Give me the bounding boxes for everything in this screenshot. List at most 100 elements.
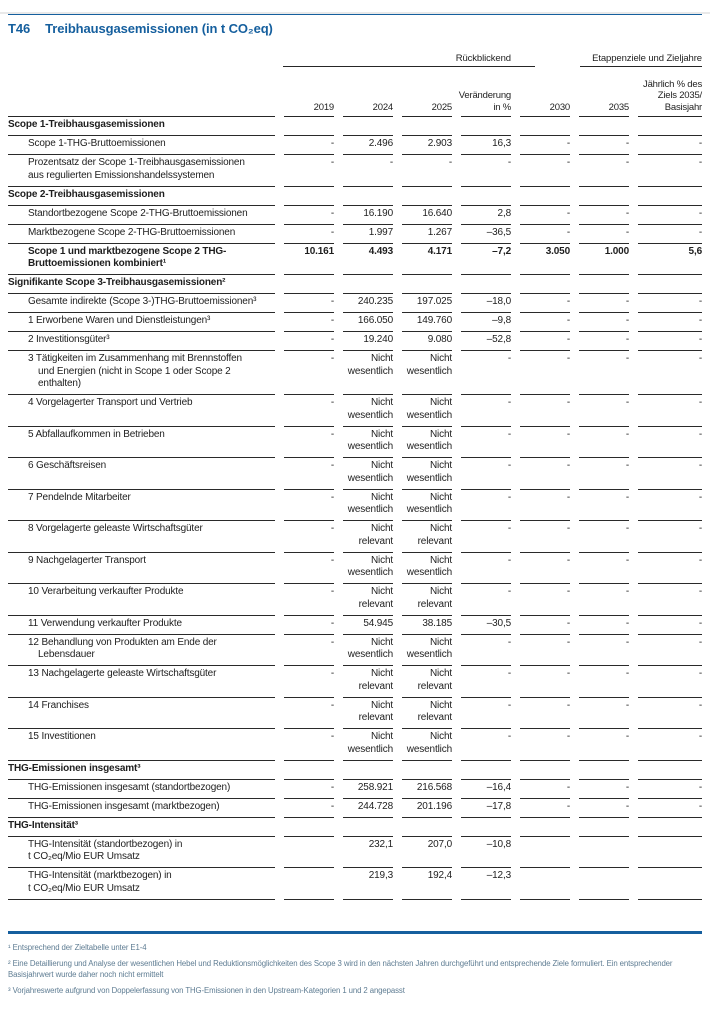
cell-change-percent: -	[461, 155, 511, 187]
row-label: 5 Abfallaufkommen in Betrieben	[8, 427, 275, 458]
cell-2025: Nicht relevant	[402, 666, 452, 698]
cell-2024	[343, 761, 393, 780]
cell-2030	[520, 868, 570, 900]
table-title: T46 Treibhausgasemissionen (in t CO₂eq)	[8, 21, 702, 36]
cell-2019: -	[284, 395, 334, 427]
cell-change-percent: –10,8	[461, 837, 511, 868]
cell-2019: -	[284, 294, 334, 313]
cell-annual-target: -	[638, 521, 702, 553]
cell-2025: 192,4	[402, 868, 452, 900]
cell-2025: Nicht relevant	[402, 521, 452, 553]
cell-change-percent: -	[461, 635, 511, 666]
cell-2019	[284, 275, 334, 294]
cell-change-percent: 2,8	[461, 206, 511, 225]
cell-change-percent: -	[461, 490, 511, 521]
cell-2019: -	[284, 136, 334, 155]
cell-2035	[579, 275, 629, 294]
cell-annual-target: -	[638, 729, 702, 761]
cell-2024: 2.496	[343, 136, 393, 155]
cell-2035: -	[579, 206, 629, 225]
column-group-row: Rückblickend Etappenziele und Zieljahre	[8, 36, 702, 67]
cell-2019	[284, 837, 334, 868]
cell-2030: -	[520, 616, 570, 635]
cell-2024: 4.493	[343, 244, 393, 275]
cell-2035: -	[579, 799, 629, 818]
cell-2030: -	[520, 729, 570, 761]
table-row: 9 Nachgelagerter Transport - Nicht wesen…	[8, 553, 702, 584]
footnote-2: ² Eine Detaillierung und Analyse der wes…	[8, 959, 673, 979]
cell-annual-target: -	[638, 332, 702, 351]
cell-2025: Nicht wesentlich	[402, 351, 452, 395]
table-row: 2 Investitionsgüter³ - 19.240 9.080 –52,…	[8, 332, 702, 351]
cell-2025: Nicht wesentlich	[402, 553, 452, 584]
cell-2024: 19.240	[343, 332, 393, 351]
table-row: THG-Emissionen insgesamt (standortbezoge…	[8, 780, 702, 799]
row-label: Marktbezogene Scope 2-THG-Bruttoemission…	[8, 225, 275, 244]
cell-2024: Nicht wesentlich	[343, 395, 393, 427]
table-number: T46	[8, 21, 31, 36]
group-label-retrospective: Rückblickend	[455, 53, 511, 64]
cell-2030: 3.050	[520, 244, 570, 275]
cell-2030	[520, 117, 570, 136]
cell-2024: Nicht wesentlich	[343, 729, 393, 761]
row-label: 6 Geschäftsreisen	[8, 458, 275, 490]
table-row: THG-Intensität (marktbezogen) in t CO₂eq…	[8, 868, 702, 900]
table-row: 3 Tätigkeiten im Zusammenhang mit Brenns…	[8, 351, 702, 395]
cell-2024: Nicht relevant	[343, 698, 393, 729]
row-label: 12 Behandlung von Produkten am Ende der …	[8, 635, 275, 666]
cell-2024	[343, 275, 393, 294]
cell-annual-target: -	[638, 206, 702, 225]
cell-2035: -	[579, 616, 629, 635]
cell-2030: -	[520, 584, 570, 616]
cell-2024: 54.945	[343, 616, 393, 635]
cell-2019: -	[284, 616, 334, 635]
cell-2035: -	[579, 427, 629, 458]
cell-2025	[402, 275, 452, 294]
cell-2025: 9.080	[402, 332, 452, 351]
cell-change-percent: -	[461, 458, 511, 490]
table-row: Gesamte indirekte (Scope 3-)THG-Bruttoem…	[8, 294, 702, 313]
row-label: 13 Nachgelagerte geleaste Wirtschaftsgüt…	[8, 666, 275, 698]
cell-2030	[520, 837, 570, 868]
cell-2019: -	[284, 490, 334, 521]
cell-2024: 232,1	[343, 837, 393, 868]
row-label: THG-Intensität³	[8, 818, 275, 837]
cell-2030: -	[520, 521, 570, 553]
cell-2035	[579, 868, 629, 900]
cell-annual-target	[638, 868, 702, 900]
cell-2025: Nicht relevant	[402, 584, 452, 616]
cell-2024: Nicht wesentlich	[343, 490, 393, 521]
row-label: THG-Intensität (marktbezogen) in t CO₂eq…	[8, 868, 275, 900]
cell-2019: -	[284, 225, 334, 244]
row-label: Standortbezogene Scope 2-THG-Bruttoemiss…	[8, 206, 275, 225]
cell-2030: -	[520, 294, 570, 313]
page-top-edge	[0, 12, 710, 14]
footnote-rule	[8, 930, 702, 934]
cell-2024: Nicht wesentlich	[343, 351, 393, 395]
cell-2019: -	[284, 332, 334, 351]
cell-annual-target	[638, 818, 702, 837]
footnotes: ¹ Entsprechend der Zieltabelle unter E1-…	[8, 943, 702, 997]
cell-annual-target: -	[638, 136, 702, 155]
table-header: Rückblickend Etappenziele und Zieljahre …	[8, 36, 702, 117]
cell-annual-target	[638, 275, 702, 294]
cell-2030: -	[520, 458, 570, 490]
cell-2035: -	[579, 521, 629, 553]
cell-2024	[343, 187, 393, 206]
row-label: 14 Franchises	[8, 698, 275, 729]
row-label: Scope 1 und marktbezogene Scope 2 THG- B…	[8, 244, 275, 275]
cell-change-percent	[461, 117, 511, 136]
cell-annual-target: -	[638, 780, 702, 799]
cell-2030: -	[520, 313, 570, 332]
cell-2035: -	[579, 294, 629, 313]
cell-2024: Nicht wesentlich	[343, 427, 393, 458]
cell-2035: -	[579, 666, 629, 698]
table-title-text: Treibhausgasemissionen (in t CO₂eq)	[45, 21, 273, 36]
cell-2025: 38.185	[402, 616, 452, 635]
cell-2025: 201.196	[402, 799, 452, 818]
table-row: Scope 1-Treibhausgasemissionen	[8, 117, 702, 136]
table-row: 15 Investitionen - Nicht wesentlich Nich…	[8, 729, 702, 761]
header-change-percent: Veränderung in %	[459, 67, 511, 117]
cell-2024: Nicht relevant	[343, 521, 393, 553]
cell-annual-target: -	[638, 490, 702, 521]
